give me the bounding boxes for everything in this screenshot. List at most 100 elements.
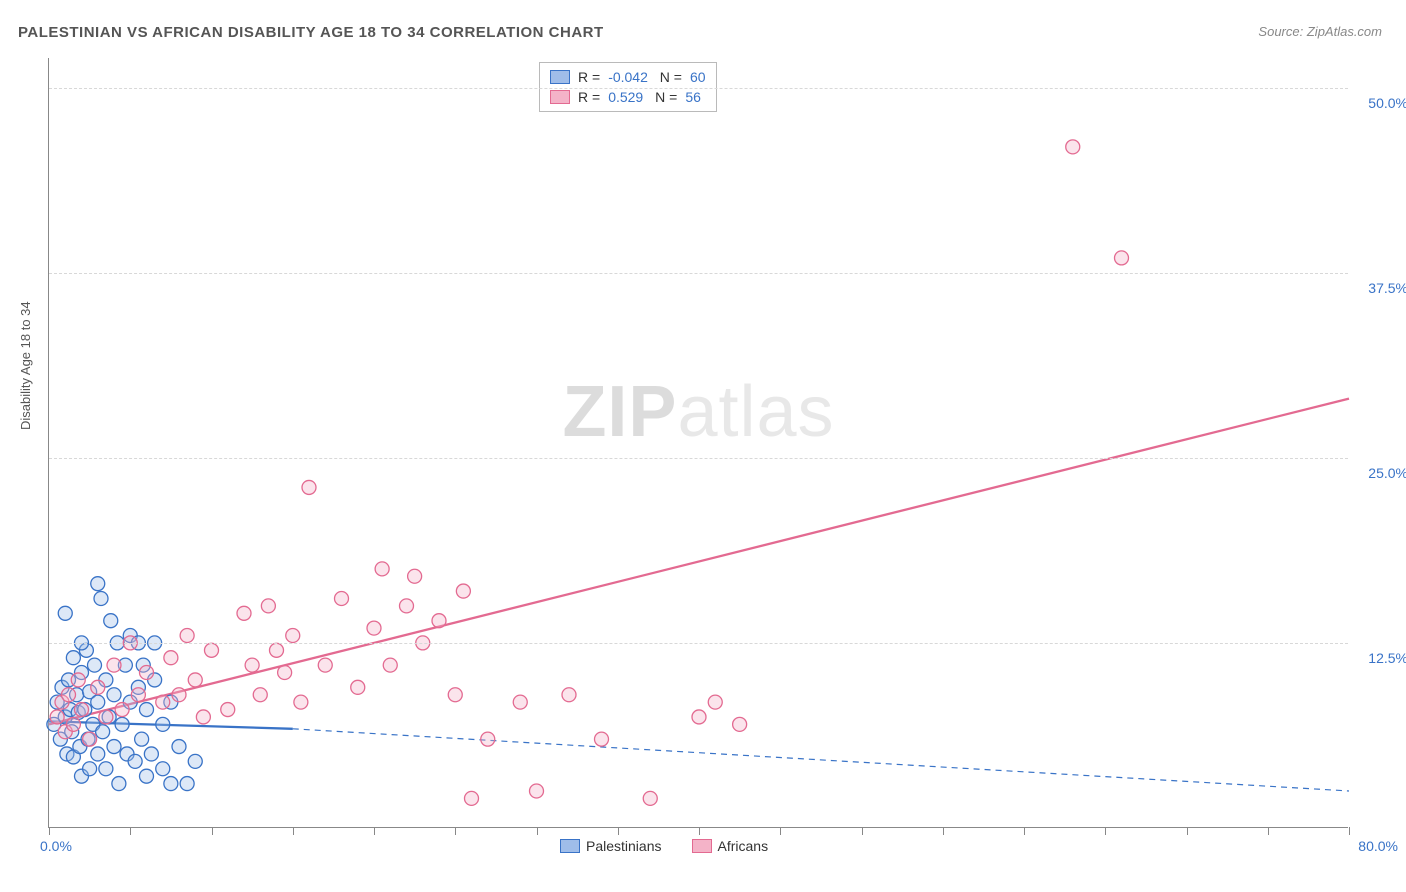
data-point-africans <box>83 732 97 746</box>
stat-n-label: N = <box>656 69 682 85</box>
data-point-africans <box>205 643 219 657</box>
data-point-palestinians <box>115 717 129 731</box>
data-point-africans <box>708 695 722 709</box>
data-point-africans <box>302 480 316 494</box>
data-point-palestinians <box>99 762 113 776</box>
data-point-palestinians <box>112 777 126 791</box>
data-point-africans <box>50 710 64 724</box>
data-point-africans <box>375 562 389 576</box>
x-tick <box>1268 827 1269 835</box>
x-tick <box>862 827 863 835</box>
data-point-africans <box>270 643 284 657</box>
data-point-africans <box>643 791 657 805</box>
legend-item-palestinians: Palestinians <box>560 838 662 854</box>
data-point-africans <box>180 629 194 643</box>
data-point-africans <box>221 703 235 717</box>
x-tick <box>1187 827 1188 835</box>
plot-area: ZIPatlas R = -0.042 N = 60 R = 0.529 N =… <box>48 58 1348 828</box>
data-point-africans <box>286 629 300 643</box>
legend-swatch-palestinians <box>560 839 580 853</box>
data-point-africans <box>253 688 267 702</box>
data-point-africans <box>1066 140 1080 154</box>
swatch-palestinians <box>550 70 570 84</box>
data-point-africans <box>456 584 470 598</box>
data-point-africans <box>481 732 495 746</box>
data-point-africans <box>107 658 121 672</box>
x-tick <box>537 827 538 835</box>
data-point-africans <box>432 614 446 628</box>
stat-r-label-2: R = <box>578 89 600 105</box>
trend-line-dashed-palestinians <box>293 729 1349 791</box>
data-point-africans <box>595 732 609 746</box>
stat-row-palestinians: R = -0.042 N = 60 <box>550 67 706 87</box>
source-label: Source: <box>1258 24 1303 39</box>
data-point-africans <box>383 658 397 672</box>
stat-r-africans: 0.529 <box>608 89 643 105</box>
gridline-h <box>49 643 1348 644</box>
data-point-africans <box>351 680 365 694</box>
chart-container: PALESTINIAN VS AFRICAN DISABILITY AGE 18… <box>0 0 1406 892</box>
stat-row-africans: R = 0.529 N = 56 <box>550 87 706 107</box>
bottom-legend: Palestinians Africans <box>560 838 768 854</box>
stat-n-label-2: N = <box>651 89 677 105</box>
data-point-palestinians <box>104 614 118 628</box>
data-point-africans <box>400 599 414 613</box>
data-point-africans <box>278 666 292 680</box>
y-tick-label: 50.0% <box>1368 95 1406 111</box>
stat-n-africans: 56 <box>685 89 701 105</box>
data-point-africans <box>156 695 170 709</box>
swatch-africans <box>550 90 570 104</box>
data-point-palestinians <box>107 688 121 702</box>
data-point-africans <box>261 599 275 613</box>
data-point-africans <box>465 791 479 805</box>
data-point-africans <box>62 688 76 702</box>
data-point-africans <box>91 680 105 694</box>
x-tick <box>1105 827 1106 835</box>
data-point-palestinians <box>91 747 105 761</box>
data-point-africans <box>188 673 202 687</box>
x-tick <box>1349 827 1350 835</box>
x-axis-origin-label: 0.0% <box>40 838 72 854</box>
data-point-africans <box>1115 251 1129 265</box>
x-tick <box>130 827 131 835</box>
legend-label-africans: Africans <box>718 838 769 854</box>
data-point-africans <box>513 695 527 709</box>
data-point-africans <box>71 673 85 687</box>
y-tick-label: 37.5% <box>1368 280 1406 296</box>
data-point-palestinians <box>94 591 108 605</box>
stat-r-label: R = <box>578 69 600 85</box>
data-point-palestinians <box>58 606 72 620</box>
data-point-palestinians <box>83 762 97 776</box>
data-point-palestinians <box>164 777 178 791</box>
data-point-africans <box>692 710 706 724</box>
data-point-palestinians <box>188 754 202 768</box>
data-point-palestinians <box>135 732 149 746</box>
data-point-palestinians <box>91 577 105 591</box>
data-point-palestinians <box>140 769 154 783</box>
data-point-palestinians <box>156 762 170 776</box>
data-point-africans <box>530 784 544 798</box>
data-point-palestinians <box>140 703 154 717</box>
x-tick <box>1024 827 1025 835</box>
y-axis-label: Disability Age 18 to 34 <box>18 301 33 430</box>
stat-n-palestinians: 60 <box>690 69 706 85</box>
data-point-africans <box>131 688 145 702</box>
data-point-africans <box>245 658 259 672</box>
y-tick-label: 12.5% <box>1368 650 1406 666</box>
data-point-africans <box>66 717 80 731</box>
chart-title: PALESTINIAN VS AFRICAN DISABILITY AGE 18… <box>18 24 604 41</box>
x-axis-max-label: 80.0% <box>1358 838 1398 854</box>
data-point-africans <box>172 688 186 702</box>
data-point-africans <box>237 606 251 620</box>
data-point-palestinians <box>88 658 102 672</box>
data-point-palestinians <box>91 695 105 709</box>
legend-swatch-africans <box>692 839 712 853</box>
gridline-h <box>49 88 1348 89</box>
gridline-h <box>49 273 1348 274</box>
data-point-africans <box>448 688 462 702</box>
legend-item-africans: Africans <box>692 838 769 854</box>
data-point-africans <box>562 688 576 702</box>
trend-line-africans <box>49 399 1349 725</box>
data-point-africans <box>367 621 381 635</box>
x-tick <box>455 827 456 835</box>
